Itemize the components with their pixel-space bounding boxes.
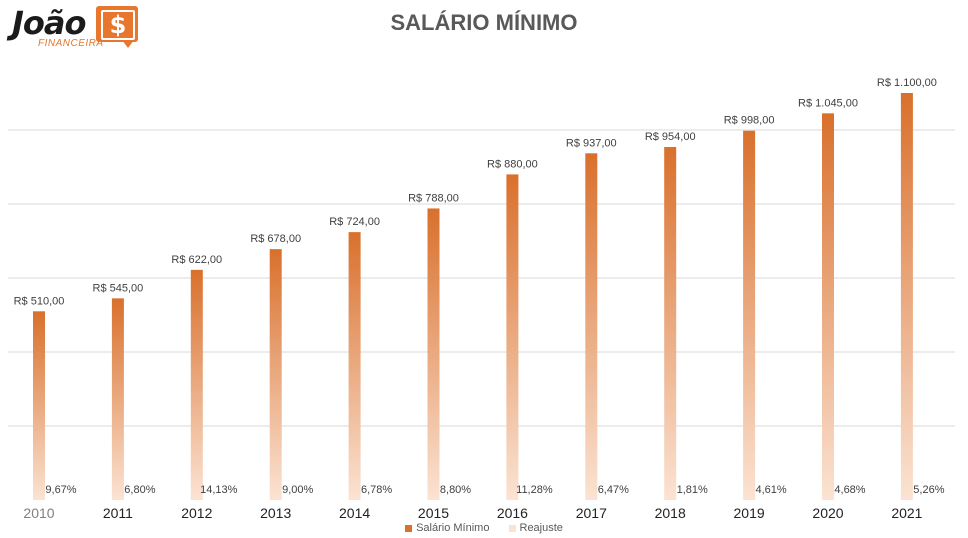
gridlines — [8, 129, 955, 427]
value-label-2010: R$ 510,00 — [14, 295, 65, 307]
reajuste-label-2012: 14,13% — [200, 484, 238, 496]
value-label-2017: R$ 937,00 — [566, 137, 617, 149]
x-tick-2018: 2018 — [655, 505, 686, 521]
value-label-2013: R$ 678,00 — [250, 233, 301, 245]
reajuste-label-2016: 11,28% — [516, 484, 553, 496]
bar-2018 — [664, 147, 677, 500]
bar-2014 — [348, 232, 361, 500]
x-axis-labels: 2010 2011 2012 2013 2014 2015 2016 2017 2018 2019… — [23, 505, 922, 521]
value-label-2011: R$ 545,00 — [93, 282, 144, 294]
reajuste-label-2021: 5,26% — [913, 484, 944, 496]
legend-swatch-salario — [405, 524, 413, 532]
reajuste-label-2010: 9,67% — [45, 484, 76, 496]
reajuste-label-2018: 1,81% — [677, 484, 708, 496]
bar-2021 — [900, 93, 913, 500]
value-label-2018: R$ 954,00 — [645, 131, 696, 143]
value-label-2015: R$ 788,00 — [408, 192, 459, 204]
legend-item-salario: Salário Mínimo — [405, 522, 489, 534]
value-label-2020: R$ 1.045,00 — [798, 97, 858, 109]
legend-item-reajuste: Reajuste — [508, 522, 563, 534]
reajuste-label-2014: 6,78% — [361, 484, 392, 496]
reajuste-label-2013: 9,00% — [282, 484, 313, 496]
logo-tail — [122, 40, 134, 48]
value-label-2021: R$ 1.100,00 — [877, 77, 937, 89]
x-tick-2015: 2015 — [418, 505, 449, 521]
bar-2017 — [585, 153, 598, 500]
value-labels: R$ 510,00 R$ 545,00 R$ 622,00 R$ 678,00 R$ 7… — [14, 77, 937, 307]
x-tick-2021: 2021 — [891, 505, 922, 521]
x-tick-2012: 2012 — [181, 505, 212, 521]
reajuste-label-2017: 6,47% — [598, 484, 629, 496]
bar-2010 — [33, 311, 45, 500]
value-label-2019: R$ 998,00 — [724, 115, 775, 127]
bar-2011 — [111, 298, 124, 500]
bar-2020 — [822, 113, 834, 500]
logo-symbol: $ — [101, 10, 135, 40]
x-tick-2011: 2011 — [103, 505, 133, 521]
value-label-2012: R$ 622,00 — [171, 254, 222, 266]
x-tick-2019: 2019 — [734, 505, 765, 521]
reajuste-labels: 9,67% 6,80% 14,13% 9,00% 6,78% 8,80% 11,28% 6,4… — [45, 484, 944, 496]
reajuste-label-2011: 6,80% — [124, 484, 155, 496]
legend-label-reajuste: Reajuste — [519, 522, 563, 534]
reajuste-label-2015: 8,80% — [440, 484, 471, 496]
bar-2016 — [506, 174, 519, 500]
reajuste-label-2019: 4,61% — [755, 484, 786, 496]
logo-subtitle: FINANCEIRA — [38, 38, 104, 49]
x-tick-2016: 2016 — [497, 505, 528, 521]
legend-swatch-reajuste — [508, 524, 516, 532]
brand-logo: João $ FINANCEIRA — [10, 4, 150, 56]
bars — [33, 93, 913, 501]
dollar-sign-icon: $ — [96, 6, 138, 42]
chart-title: SALÁRIO MÍNIMO — [390, 10, 578, 35]
logo-name: João — [12, 4, 86, 42]
x-tick-2010: 2010 — [23, 505, 54, 521]
legend-label-salario: Salário Mínimo — [416, 522, 490, 534]
value-label-2016: R$ 880,00 — [487, 158, 538, 170]
x-tick-2014: 2014 — [339, 505, 370, 521]
bar-2012 — [190, 269, 203, 500]
bar-2015 — [427, 208, 440, 500]
legend: Salário Mínimo Reajuste — [0, 522, 968, 534]
x-tick-2013: 2013 — [260, 505, 291, 521]
x-tick-2017: 2017 — [576, 505, 607, 521]
bar-2013 — [269, 249, 282, 500]
x-tick-2020: 2020 — [812, 505, 843, 521]
reajuste-label-2020: 4,68% — [834, 484, 865, 496]
value-label-2014: R$ 724,00 — [329, 216, 380, 228]
bar-2019 — [743, 130, 756, 501]
